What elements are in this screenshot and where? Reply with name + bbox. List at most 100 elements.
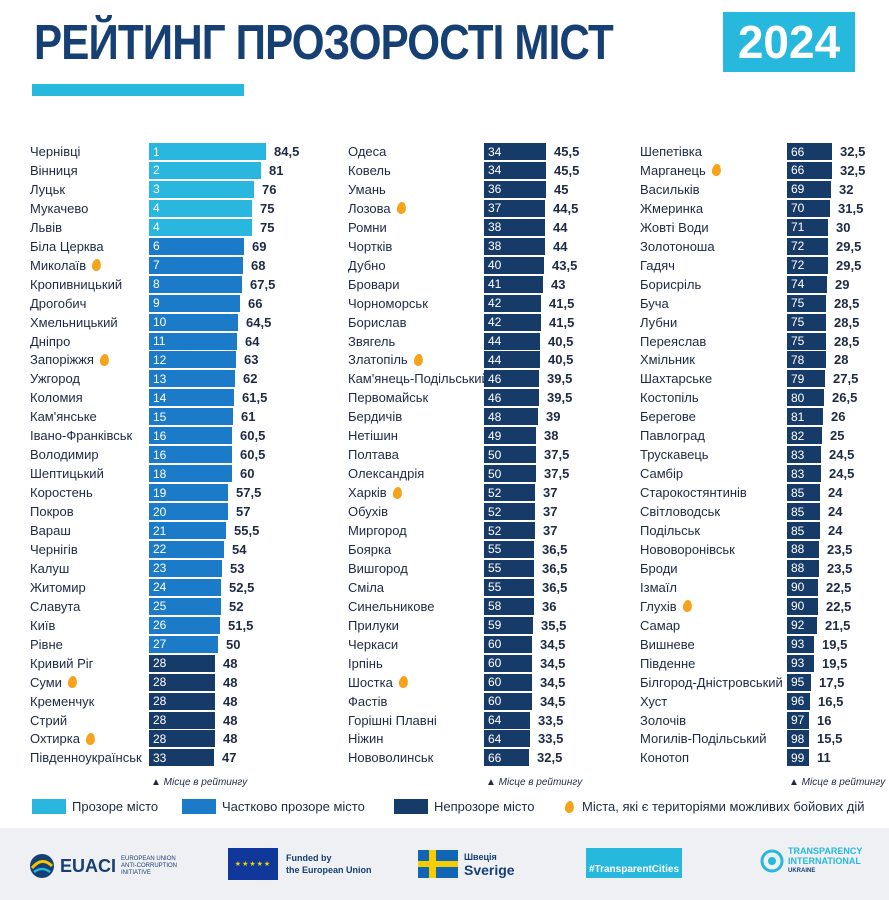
score-label: 39,5	[547, 390, 573, 406]
city-name: Світловодськ	[640, 504, 721, 520]
city-label: Дубно	[348, 256, 386, 275]
score-label: 15,5	[817, 731, 843, 747]
fire-icon	[395, 201, 407, 215]
rank-label: 28	[153, 675, 167, 690]
score-label: 48	[223, 693, 238, 709]
city-label: Золочів	[640, 711, 686, 730]
city-name: Шептицький	[30, 466, 104, 482]
score-label: 24,5	[829, 447, 855, 463]
rank-label: 88	[791, 561, 805, 576]
city-name: Бровари	[348, 276, 400, 292]
city-name: Шепетівка	[640, 144, 702, 159]
score-bar: 96	[787, 692, 810, 710]
legend-label-transparent: Прозоре місто	[72, 799, 159, 814]
city-label: Коростень	[30, 483, 93, 502]
score-bar: 80	[787, 389, 824, 407]
city-label: Фастів	[348, 692, 387, 711]
city-label: Чортків	[348, 237, 392, 256]
score-label: 50	[226, 636, 241, 652]
city-name: Чернігів	[30, 541, 78, 557]
city-label: Глухів	[640, 597, 693, 616]
score-label: 43,5	[552, 257, 578, 273]
city-name: Олександрія	[348, 466, 425, 482]
city-label: Дніпро	[30, 332, 70, 351]
city-name: Луцьк	[30, 181, 66, 197]
score-label: 52	[229, 598, 244, 614]
city-label: Вишневе	[640, 635, 695, 654]
score-bar: 49	[484, 427, 536, 445]
rank-label: 59	[488, 618, 502, 633]
rank-label: 3	[153, 182, 160, 197]
legend-swatch-partial	[182, 799, 216, 814]
score-label: 37	[543, 523, 558, 538]
city-name: Івано-Франківськ	[30, 428, 133, 444]
city-label: Звягель	[348, 332, 395, 351]
score-label: 24,5	[829, 466, 855, 482]
score-bar: 21	[149, 522, 226, 539]
rank-label: 55	[488, 580, 502, 595]
score-bar: 10	[149, 313, 238, 331]
score-bar: 2	[149, 161, 261, 179]
score-bar: 42	[484, 313, 541, 331]
city-label: Ізмаїл	[640, 578, 677, 597]
city-name: Глухів	[640, 599, 693, 614]
city-name: Південне	[640, 655, 696, 671]
rank-label: 2	[153, 163, 160, 178]
rank-label: 34	[488, 144, 502, 159]
city-name: Борисріль	[640, 276, 702, 292]
rank-label: 99	[791, 750, 805, 765]
score-bar: 7	[149, 256, 243, 274]
rank-label: 60	[488, 675, 502, 690]
score-bar: 60	[484, 692, 532, 710]
score-label: 29,5	[836, 257, 862, 273]
score-label: 16	[817, 712, 832, 728]
city-label: Славута	[30, 597, 80, 616]
score-bar: 3	[149, 180, 254, 198]
city-label: Лубни	[640, 313, 677, 332]
score-label: 33,5	[538, 712, 564, 728]
ti-logo: TRANSPARENCY INTERNATIONAL UKRAINE	[760, 846, 862, 876]
city-label: Боярка	[348, 540, 391, 559]
rank-label: 52	[488, 485, 502, 500]
city-name: Одеса	[348, 144, 387, 159]
city-name: Могилів-Подільський	[640, 731, 767, 747]
city-label: Переяслав	[640, 332, 706, 351]
rank-label: 88	[791, 542, 805, 557]
score-bar: 52	[484, 522, 535, 539]
rank-label: 40	[488, 258, 502, 273]
score-label: 37,5	[544, 447, 570, 463]
score-label: 51,5	[228, 617, 254, 633]
city-name: Трускавець	[640, 447, 709, 463]
score-label: 63	[244, 352, 259, 368]
rank-label: 60	[488, 694, 502, 709]
city-label: Умань	[348, 180, 386, 199]
score-bar: 85	[787, 484, 820, 502]
city-label: Васильків	[640, 180, 700, 199]
score-bar: 66	[787, 143, 832, 160]
score-bar: 58	[484, 597, 534, 615]
eu-text-line2: the European Union	[286, 865, 372, 875]
legend: Прозоре місто Частково прозоре місто Неп…	[0, 799, 889, 819]
score-label: 75	[260, 219, 275, 235]
score-bar: 85	[787, 503, 820, 521]
score-bar: 44	[484, 332, 540, 350]
city-label: Рівне	[30, 635, 63, 654]
score-bar: 59	[484, 616, 533, 634]
city-label: Могилів-Подільський	[640, 729, 767, 748]
score-label: 37	[543, 485, 558, 501]
rank-label: 7	[153, 258, 160, 273]
score-bar: 69	[787, 180, 831, 198]
score-bar: 75	[787, 332, 826, 350]
score-bar: 75	[787, 313, 826, 331]
score-label: 27,5	[833, 371, 859, 387]
city-label: Борисріль	[640, 275, 701, 294]
rank-label: 66	[791, 163, 805, 178]
score-bar: 40	[484, 256, 544, 274]
score-bar: 18	[149, 465, 232, 483]
city-name: Ніжин	[348, 731, 384, 747]
score-bar: 25	[149, 597, 221, 615]
score-bar: 99	[787, 749, 809, 767]
score-label: 34,5	[540, 636, 566, 652]
rank-label: 26	[153, 618, 167, 633]
city-name: Харків	[348, 485, 403, 500]
